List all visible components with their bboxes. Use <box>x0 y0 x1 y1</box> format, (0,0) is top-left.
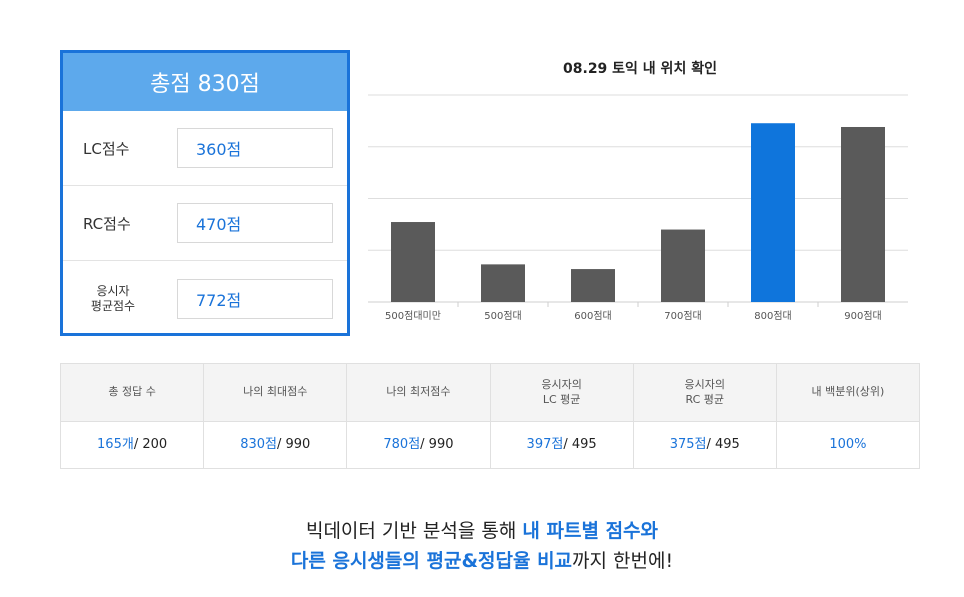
stats-value-cell: 780점/ 990 <box>347 422 491 468</box>
stats-value-cell: 397점/ 495 <box>491 422 634 468</box>
tagline-line-1: 빅데이터 기반 분석을 통해 내 파트별 점수와 <box>0 516 964 546</box>
stats-value-cell: 100% <box>777 422 919 468</box>
stats-header-row: 총 정답 수 나의 최대점수 나의 최저점수 응시자의 LC 평균 응시자의 R… <box>61 364 919 422</box>
stats-value-main: 165개 <box>97 437 134 453</box>
score-panel: 총점 830점 LC점수 360점 RC점수 470점 응시자 평균점수 772… <box>60 50 350 336</box>
x-tick-label: 900점대 <box>844 310 882 322</box>
total-score-title: 총점 830점 <box>63 53 347 111</box>
tagline-line-2: 다른 응시생들의 평균&정답율 비교까지 한번에! <box>0 546 964 576</box>
x-tick-label: 600점대 <box>574 310 612 322</box>
stats-header-cell: 총 정답 수 <box>61 364 205 421</box>
stats-header-cell: 응시자의 LC 평균 <box>491 364 634 421</box>
stats-value-rest: / 200 <box>133 437 168 453</box>
stats-value-cell: 165개/ 200 <box>61 422 205 468</box>
stats-table: 총 정답 수 나의 최대점수 나의 최저점수 응시자의 LC 평균 응시자의 R… <box>60 363 920 469</box>
rc-score-value: 470점 <box>177 203 333 243</box>
avg-score-row: 응시자 평균점수 772점 <box>63 261 347 336</box>
chart-svg: 500점대미만 500점대 600점대 700점대 800점대 900점대 <box>368 94 908 322</box>
rc-score-label: RC점수 <box>83 214 131 233</box>
stats-value-main: 375점 <box>669 437 707 453</box>
tagline-text: 까지 한번에! <box>572 550 674 572</box>
stats-value-rest: / 495 <box>706 437 740 453</box>
stats-header-cell: 나의 최대점수 <box>204 364 348 421</box>
stats-value-cell: 830점/ 990 <box>204 422 348 468</box>
tagline-highlight: 내 파트별 점수와 <box>522 520 659 542</box>
x-tick-label: 800점대 <box>754 310 792 322</box>
lc-score-value: 360점 <box>177 128 333 168</box>
bar <box>841 126 885 302</box>
stats-value-row: 165개/ 200 830점/ 990 780점/ 990 397점/ 495 … <box>61 422 919 468</box>
stats-value-main: 780점 <box>383 437 421 453</box>
x-tick-label: 700점대 <box>664 310 702 322</box>
bar <box>661 229 705 302</box>
lc-score-label: LC점수 <box>83 139 130 158</box>
tagline-highlight: 다른 응시생들의 평균&정답율 비교 <box>290 550 573 572</box>
stats-value-cell: 375점/ 495 <box>634 422 777 468</box>
stats-header-cell: 내 백분위(상위) <box>811 385 885 399</box>
rc-score-row: RC점수 470점 <box>63 186 347 261</box>
position-chart: 08.29 토익 내 위치 확인 500점대미만 500점대 600점대 700점대 8… <box>360 50 920 330</box>
stats-value-rest: / 990 <box>420 437 454 453</box>
stats-header-cell: 응시자의 RC 평균 <box>634 364 777 421</box>
stats-header-cell: 나의 최저점수 <box>347 364 491 421</box>
x-tick-label: 500점대미만 <box>385 310 441 322</box>
stats-value-main: 830점 <box>240 437 277 453</box>
stats-value-rest: / 990 <box>276 437 311 453</box>
stats-value-main: 397점 <box>526 437 564 453</box>
stats-value-rest: / 495 <box>563 437 597 453</box>
avg-score-label: 응시자 평균점수 <box>90 283 136 313</box>
bar <box>481 264 525 302</box>
bar <box>391 222 435 302</box>
bar <box>571 269 615 302</box>
x-tick-label: 500점대 <box>484 310 522 322</box>
lc-score-row: LC점수 360점 <box>63 111 347 186</box>
tagline-text: 빅데이터 기반 분석을 통해 <box>305 520 523 542</box>
chart-title: 08.29 토익 내 위치 확인 <box>563 61 717 77</box>
tagline: 빅데이터 기반 분석을 통해 내 파트별 점수와 다른 응시생들의 평균&정답율… <box>0 516 964 576</box>
avg-score-value: 772점 <box>177 278 333 319</box>
bar <box>751 123 795 303</box>
stats-value-main: 100% <box>829 437 867 453</box>
